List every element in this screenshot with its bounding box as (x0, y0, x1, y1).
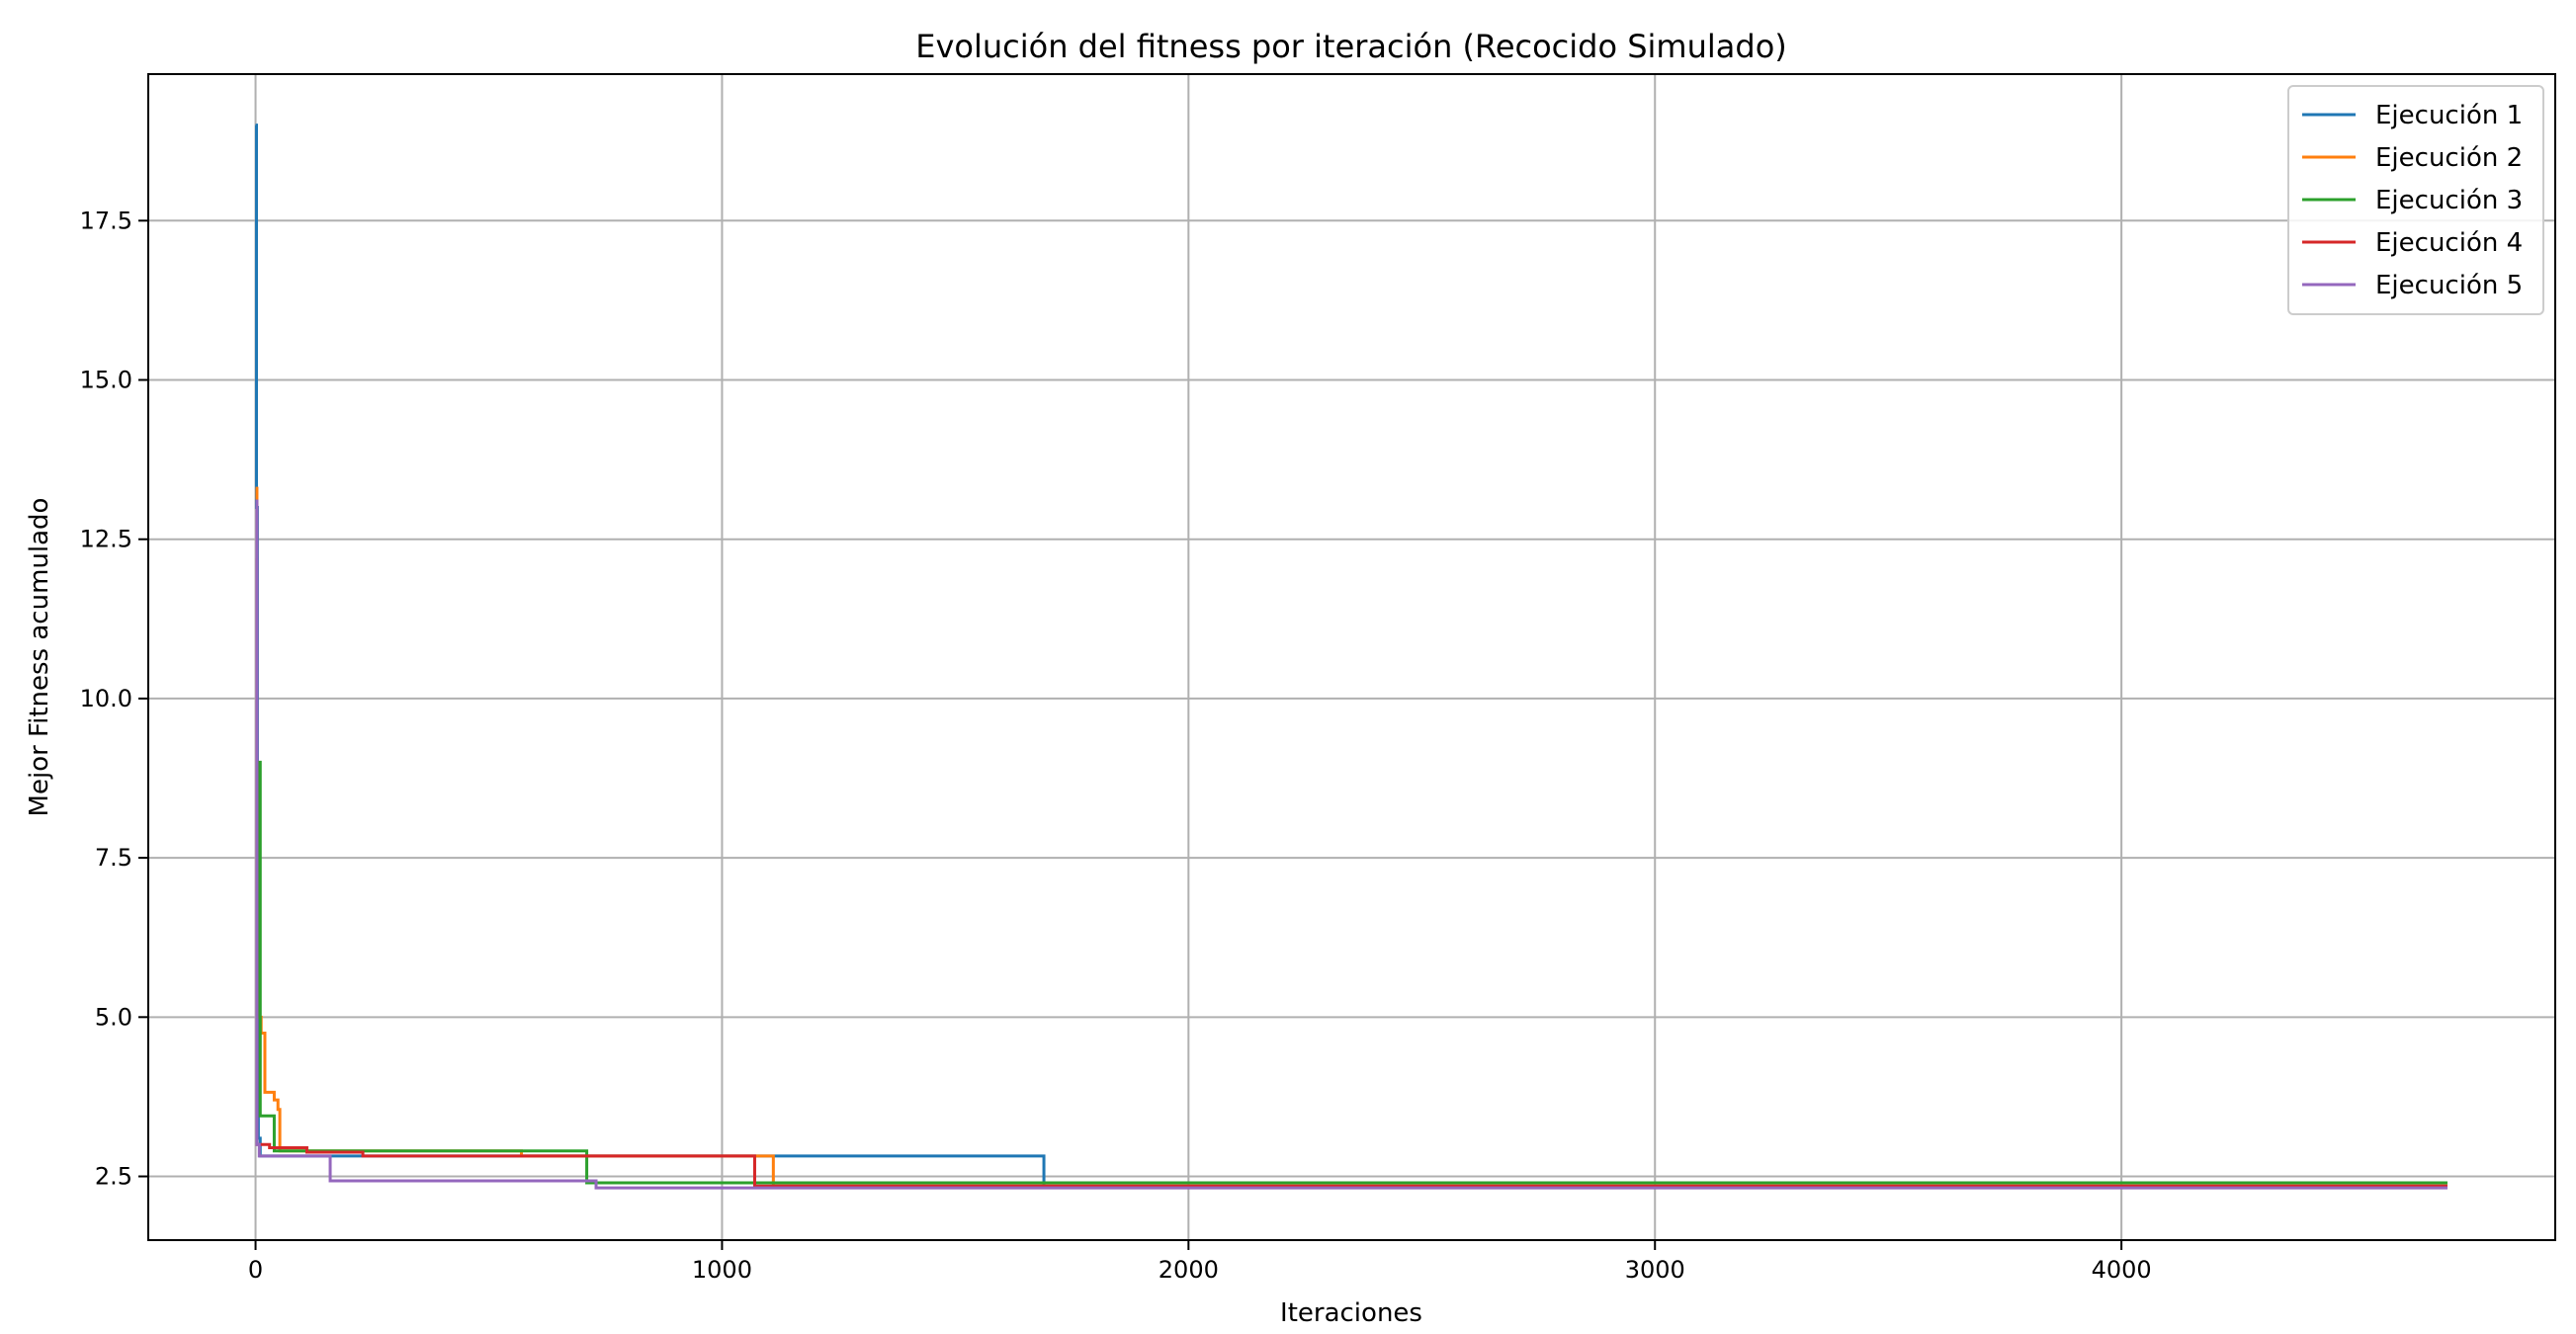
legend: Ejecución 1 Ejecución 2 Ejecución 3 Ejecuci… (2287, 85, 2544, 315)
y-tick-label: 2.5 (95, 1163, 132, 1191)
plot-frame (147, 73, 2556, 1241)
legend-label: Ejecución 5 (2375, 271, 2523, 300)
y-tick-label: 7.5 (95, 844, 132, 872)
x-tick-label: 3000 (1625, 1256, 1685, 1284)
legend-box (2287, 85, 2544, 315)
y-tick-label: 12.5 (80, 526, 132, 553)
legend-label: Ejecución 3 (2375, 186, 2523, 215)
series-line-ejecucion-5 (255, 499, 2447, 1190)
y-tick-label: 10.0 (80, 685, 132, 712)
x-axis-ticks: 0 1000 2000 3000 4000 (248, 1240, 2152, 1284)
y-tick-label: 15.0 (80, 367, 132, 394)
x-tick-label: 1000 (692, 1256, 752, 1284)
x-tick-label: 2000 (1159, 1256, 1219, 1284)
chart-title: Evolución del fitness por iteración (Rec… (915, 28, 1787, 65)
x-axis-label: Iteraciones (1280, 1298, 1422, 1328)
y-axis-ticks: 2.5 5.0 7.5 10.0 12.5 15.0 17.5 (80, 207, 148, 1191)
legend-label: Ejecución 1 (2375, 101, 2523, 130)
grid-lines (148, 74, 2555, 1240)
x-tick-label: 0 (248, 1256, 263, 1284)
series-lines (254, 124, 2447, 1190)
x-tick-label: 4000 (2092, 1256, 2152, 1284)
y-tick-label: 17.5 (80, 207, 132, 234)
legend-label: Ejecución 4 (2375, 228, 2523, 258)
y-tick-label: 5.0 (95, 1003, 132, 1031)
y-axis-label: Mejor Fitness acumulado (25, 498, 54, 817)
legend-label: Ejecución 2 (2375, 143, 2523, 173)
